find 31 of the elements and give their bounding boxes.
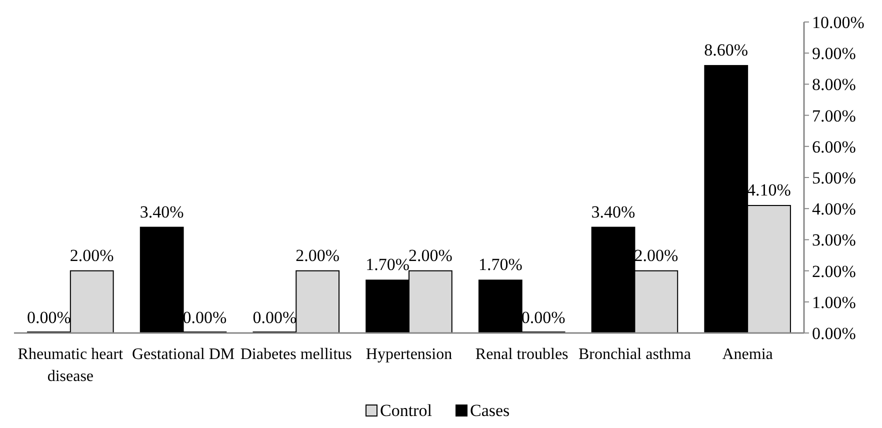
y-tick-label: 4.00% bbox=[812, 200, 856, 219]
data-label: 0.00% bbox=[27, 308, 71, 327]
data-label: 1.70% bbox=[478, 255, 522, 274]
data-label: 1.70% bbox=[366, 255, 410, 274]
y-tick-label: 2.00% bbox=[812, 262, 856, 281]
data-label: 2.00% bbox=[408, 246, 452, 265]
y-tick-label: 7.00% bbox=[812, 106, 856, 126]
data-label: 2.00% bbox=[296, 246, 340, 265]
x-tick-label: Renal troubles bbox=[475, 346, 568, 363]
data-label: 4.10% bbox=[747, 180, 791, 200]
y-tick-label: 5.00% bbox=[812, 168, 856, 188]
data-label: 3.40% bbox=[140, 202, 184, 222]
legend-label: Cases bbox=[470, 401, 510, 420]
x-tick-label: Diabetes mellitus bbox=[240, 346, 352, 363]
y-tick-label: 0.00% bbox=[812, 324, 856, 343]
data-label: 2.00% bbox=[634, 246, 678, 265]
y-tick-label: 10.00% bbox=[812, 12, 864, 32]
legend-label: Control bbox=[380, 401, 432, 420]
x-tick-label: Bronchial asthma bbox=[578, 346, 691, 363]
x-tick-label: Hypertension bbox=[366, 346, 452, 363]
y-tick-label: 8.00% bbox=[812, 75, 856, 94]
x-tick-label: Anemia bbox=[722, 346, 773, 363]
y-tick-label: 6.00% bbox=[812, 137, 856, 156]
data-label: 3.40% bbox=[591, 202, 636, 222]
x-tick-label: Gestational DM bbox=[132, 346, 235, 363]
x-tick-label: Rheumatic heart disease bbox=[18, 346, 124, 385]
data-label: 2.00% bbox=[70, 246, 114, 265]
y-tick-label: 3.00% bbox=[812, 230, 856, 250]
data-label: 8.60% bbox=[704, 40, 748, 60]
y-tick-label: 9.00% bbox=[812, 44, 856, 64]
y-tick-label: 1.00% bbox=[812, 292, 856, 312]
